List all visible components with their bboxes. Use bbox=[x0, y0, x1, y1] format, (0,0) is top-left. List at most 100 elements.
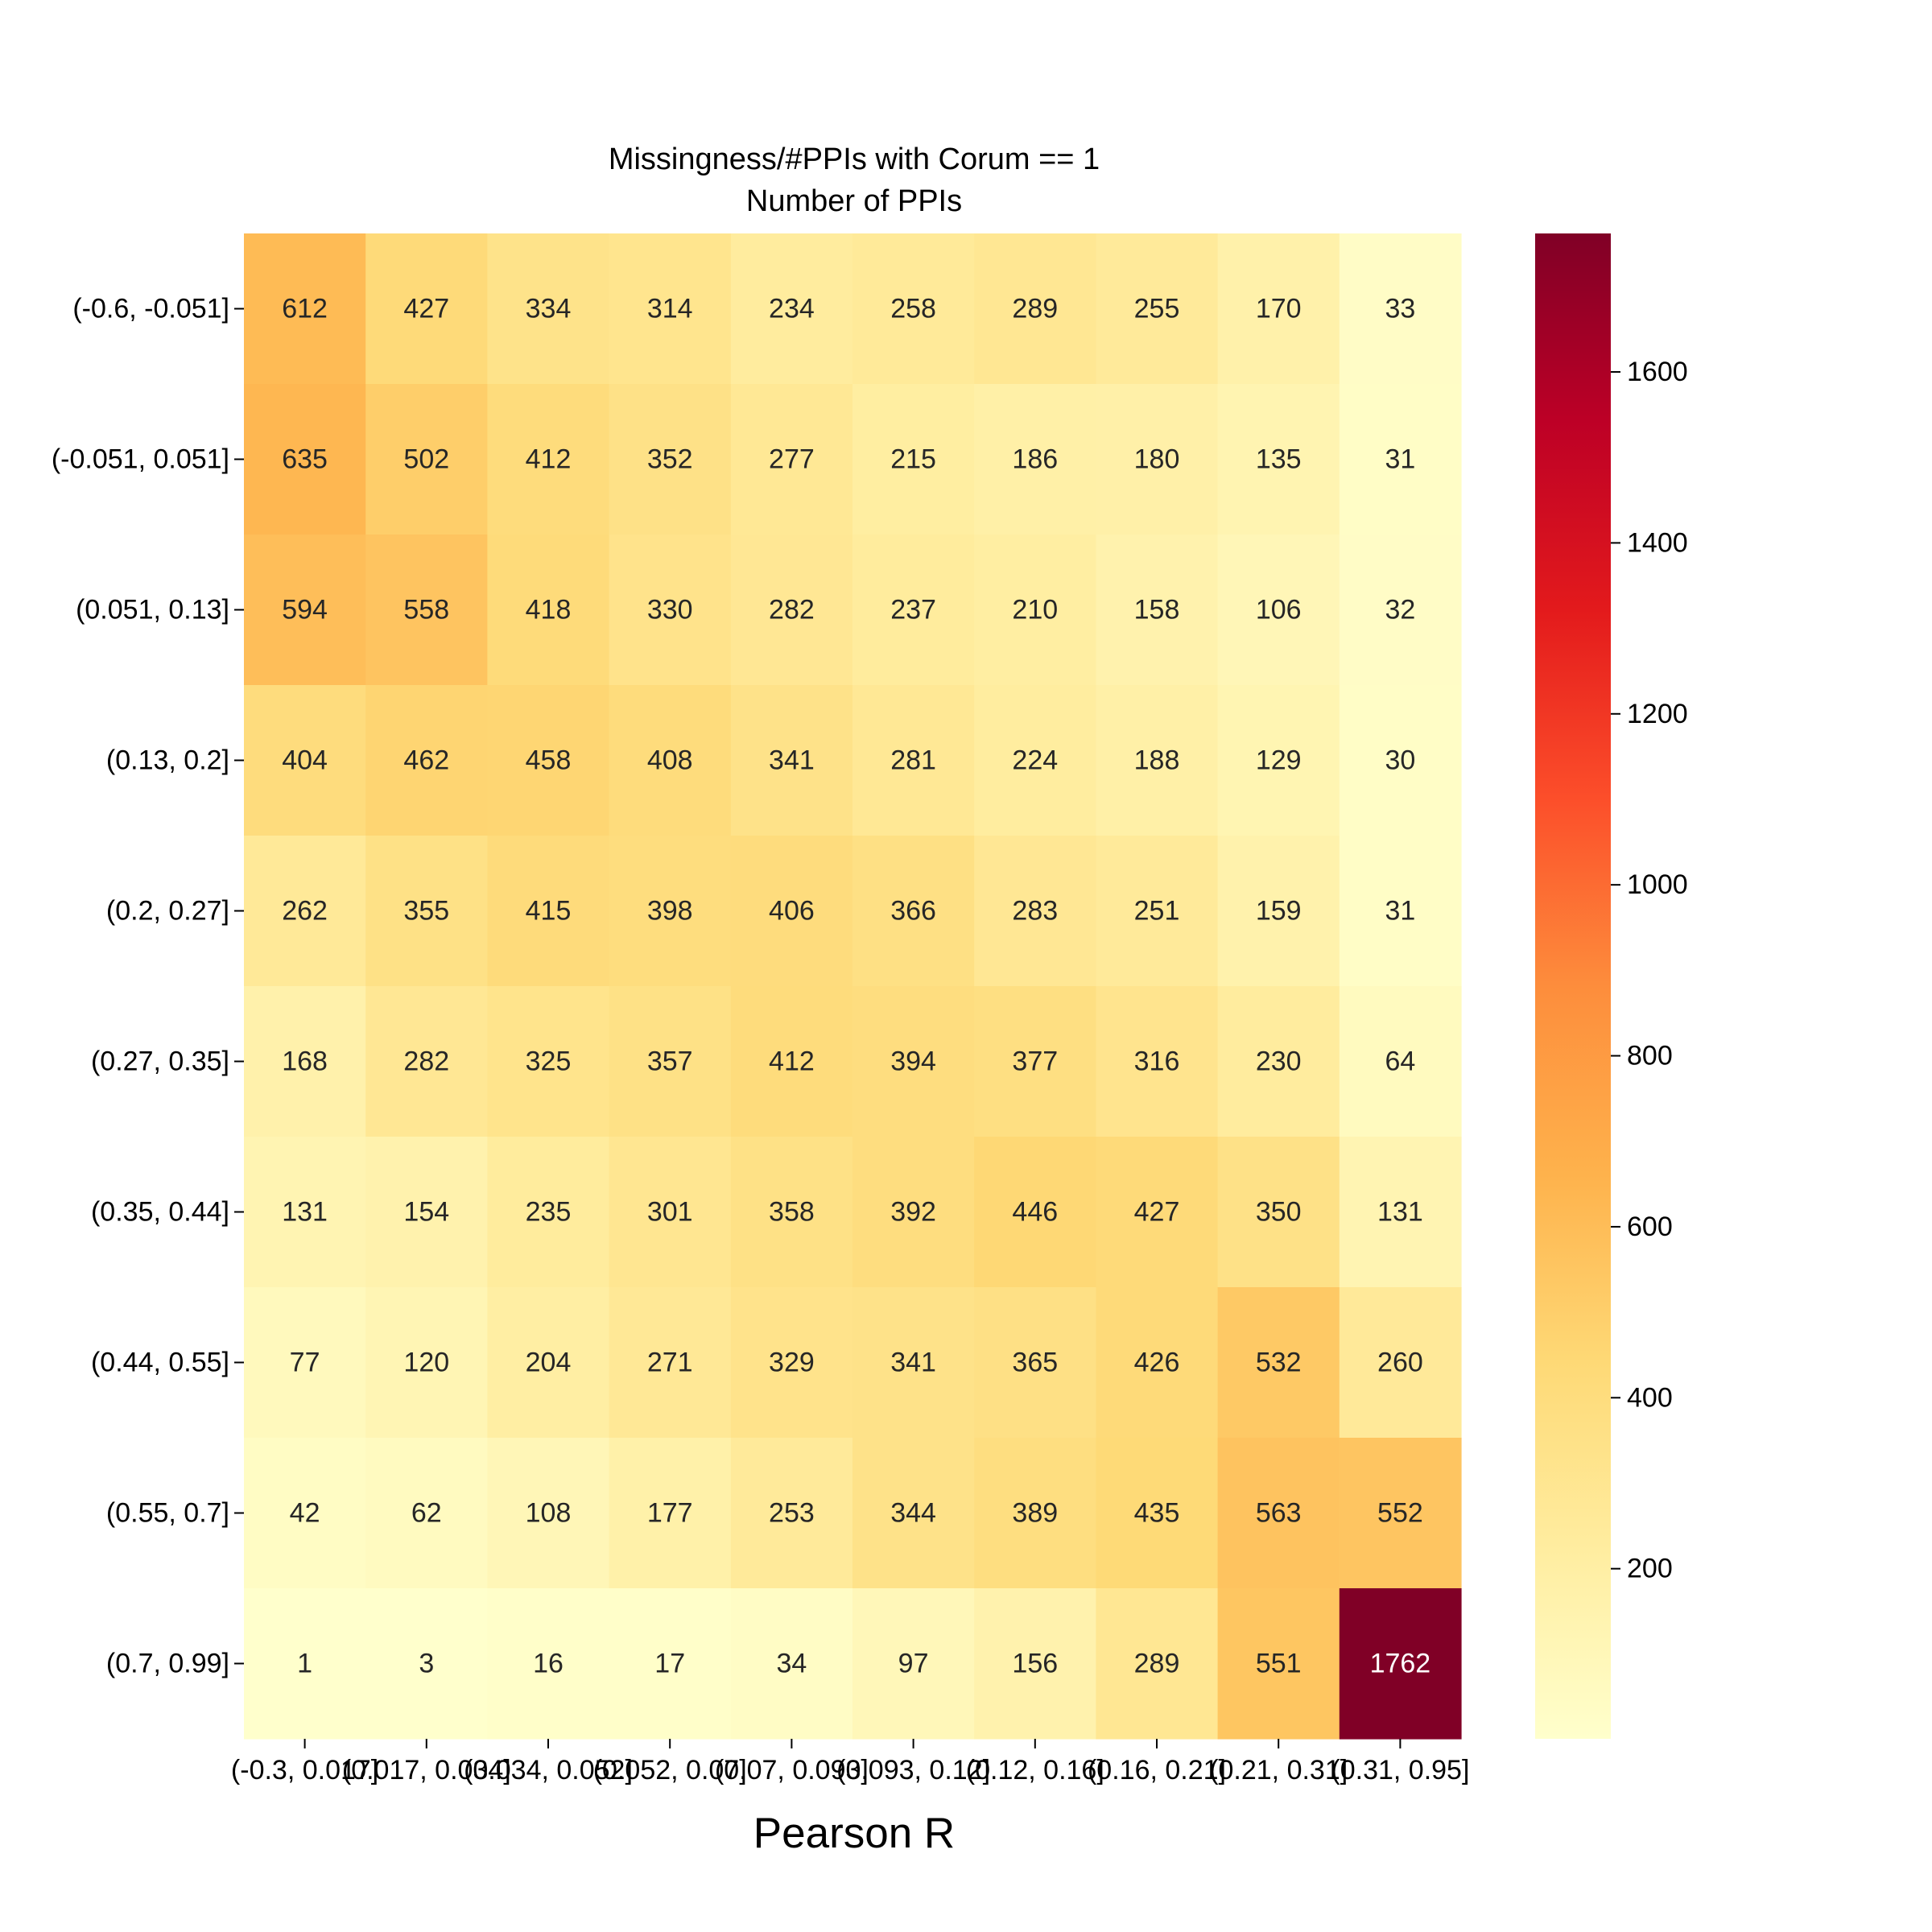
heatmap-cell bbox=[609, 1438, 732, 1589]
cell-value-label: 427 bbox=[403, 294, 449, 324]
heatmap-cell bbox=[487, 986, 610, 1137]
cell-value-label: 283 bbox=[1012, 896, 1058, 927]
cell-value-label: 355 bbox=[403, 896, 449, 927]
heatmap-cell bbox=[1096, 1588, 1219, 1740]
x-tick-label: (0.017, 0.034] bbox=[342, 1755, 511, 1785]
y-tick-label: (0.051, 0.13] bbox=[76, 595, 229, 625]
heatmap-cell bbox=[609, 685, 732, 836]
heatmap-cell bbox=[730, 1287, 853, 1439]
cell-value-label: 502 bbox=[403, 444, 449, 475]
cell-value-label: 330 bbox=[647, 595, 693, 625]
heatmap-cell bbox=[365, 1588, 488, 1740]
heatmap-cell bbox=[974, 384, 1096, 535]
cell-value-label: 168 bbox=[282, 1046, 328, 1077]
cell-value-label: 389 bbox=[1012, 1498, 1058, 1529]
cell-value-label: 301 bbox=[647, 1197, 693, 1228]
cell-value-label: 357 bbox=[647, 1046, 693, 1077]
x-tick-label: (0.31, 0.95] bbox=[1331, 1755, 1469, 1785]
heatmap-cell bbox=[244, 1588, 366, 1740]
cell-value-label: 33 bbox=[1385, 294, 1415, 324]
y-tick-label: (0.27, 0.35] bbox=[91, 1046, 229, 1077]
cell-value-label: 398 bbox=[647, 896, 693, 927]
heatmap-cell bbox=[730, 986, 853, 1137]
cell-value-label: 97 bbox=[898, 1649, 929, 1679]
heatmap-cell bbox=[244, 1287, 366, 1439]
heatmap-cell bbox=[852, 1438, 975, 1589]
cell-value-label: 406 bbox=[769, 896, 815, 927]
cell-value-label: 31 bbox=[1385, 444, 1415, 475]
cell-value-label: 224 bbox=[1012, 745, 1058, 776]
cell-value-label: 3 bbox=[419, 1649, 434, 1679]
heatmap-cell bbox=[1339, 1287, 1462, 1439]
cell-value-label: 316 bbox=[1134, 1046, 1180, 1077]
cell-value-label: 262 bbox=[282, 896, 328, 927]
heatmap-cell bbox=[1339, 1588, 1462, 1740]
x-tick-label: (0.034, 0.052] bbox=[464, 1755, 633, 1785]
cell-value-label: 366 bbox=[890, 896, 936, 927]
heatmap-cell bbox=[365, 384, 488, 535]
heatmap-cell bbox=[609, 233, 732, 385]
heatmap-cell bbox=[1096, 685, 1219, 836]
heatmap-cell bbox=[365, 535, 488, 686]
heatmap-cell bbox=[1217, 986, 1340, 1137]
heatmap-cell bbox=[974, 1137, 1096, 1288]
cell-value-label: 350 bbox=[1256, 1197, 1302, 1228]
x-tick-label: (0.21, 0.31] bbox=[1209, 1755, 1348, 1785]
heatmap-cell bbox=[365, 685, 488, 836]
heatmap-cell bbox=[1339, 986, 1462, 1137]
cell-value-label: 635 bbox=[282, 444, 328, 475]
heatmap-cell bbox=[1096, 535, 1219, 686]
heatmap-cell bbox=[852, 384, 975, 535]
cell-value-label: 552 bbox=[1377, 1498, 1423, 1529]
cell-value-label: 131 bbox=[1377, 1197, 1423, 1228]
cell-value-label: 260 bbox=[1377, 1348, 1423, 1378]
cell-value-label: 188 bbox=[1134, 745, 1180, 776]
heatmap-cell bbox=[730, 233, 853, 385]
cell-value-label: 412 bbox=[526, 444, 572, 475]
heatmap-cell bbox=[852, 836, 975, 987]
heatmap-cell bbox=[974, 836, 1096, 987]
heatmap-cell bbox=[1339, 685, 1462, 836]
heatmap-cell bbox=[487, 685, 610, 836]
cell-value-label: 462 bbox=[403, 745, 449, 776]
heatmap-cell bbox=[1339, 384, 1462, 535]
cell-value-label: 1762 bbox=[1370, 1649, 1431, 1679]
heatmap-cell bbox=[244, 1137, 366, 1288]
chart-title: Missingness/#PPIs with Corum == 1 bbox=[609, 142, 1100, 176]
cell-value-label: 17 bbox=[654, 1649, 685, 1679]
cell-value-label: 251 bbox=[1134, 896, 1180, 927]
y-tick-label: (0.13, 0.2] bbox=[106, 745, 229, 776]
cell-value-label: 30 bbox=[1385, 745, 1415, 776]
heatmap-cell bbox=[852, 685, 975, 836]
x-tick-label: (0.16, 0.21] bbox=[1088, 1755, 1226, 1785]
cell-value-label: 289 bbox=[1012, 294, 1058, 324]
heatmap-cell bbox=[365, 1287, 488, 1439]
heatmap-cell bbox=[974, 1438, 1096, 1589]
heatmap-cell bbox=[244, 233, 366, 385]
heatmap-cell bbox=[1339, 1137, 1462, 1288]
cell-value-label: 77 bbox=[290, 1348, 320, 1378]
cell-value-label: 64 bbox=[1385, 1046, 1415, 1077]
heatmap-cell bbox=[1096, 986, 1219, 1137]
cell-value-label: 314 bbox=[647, 294, 693, 324]
heatmap-cell bbox=[1217, 535, 1340, 686]
heatmap-cell bbox=[244, 1438, 366, 1589]
heatmap-cell bbox=[365, 986, 488, 1137]
heatmap-cell bbox=[244, 685, 366, 836]
cell-value-label: 325 bbox=[526, 1046, 572, 1077]
heatmap-cell bbox=[974, 535, 1096, 686]
heatmap-cell bbox=[1096, 384, 1219, 535]
cell-value-label: 271 bbox=[647, 1348, 693, 1378]
x-axis-label: Pearson R bbox=[753, 1810, 955, 1857]
cell-value-label: 129 bbox=[1256, 745, 1302, 776]
cell-value-label: 408 bbox=[647, 745, 693, 776]
x-tick-label: (0.052, 0.07] bbox=[593, 1755, 747, 1785]
heatmap-cell bbox=[852, 233, 975, 385]
cell-value-label: 16 bbox=[533, 1649, 564, 1679]
y-tick-label: (0.2, 0.27] bbox=[106, 896, 229, 927]
colorbar bbox=[1535, 233, 1611, 1739]
heatmap-cell bbox=[609, 1137, 732, 1288]
colorbar-tick-label: 1600 bbox=[1627, 357, 1688, 387]
x-tick-label: (0.07, 0.093] bbox=[715, 1755, 869, 1785]
